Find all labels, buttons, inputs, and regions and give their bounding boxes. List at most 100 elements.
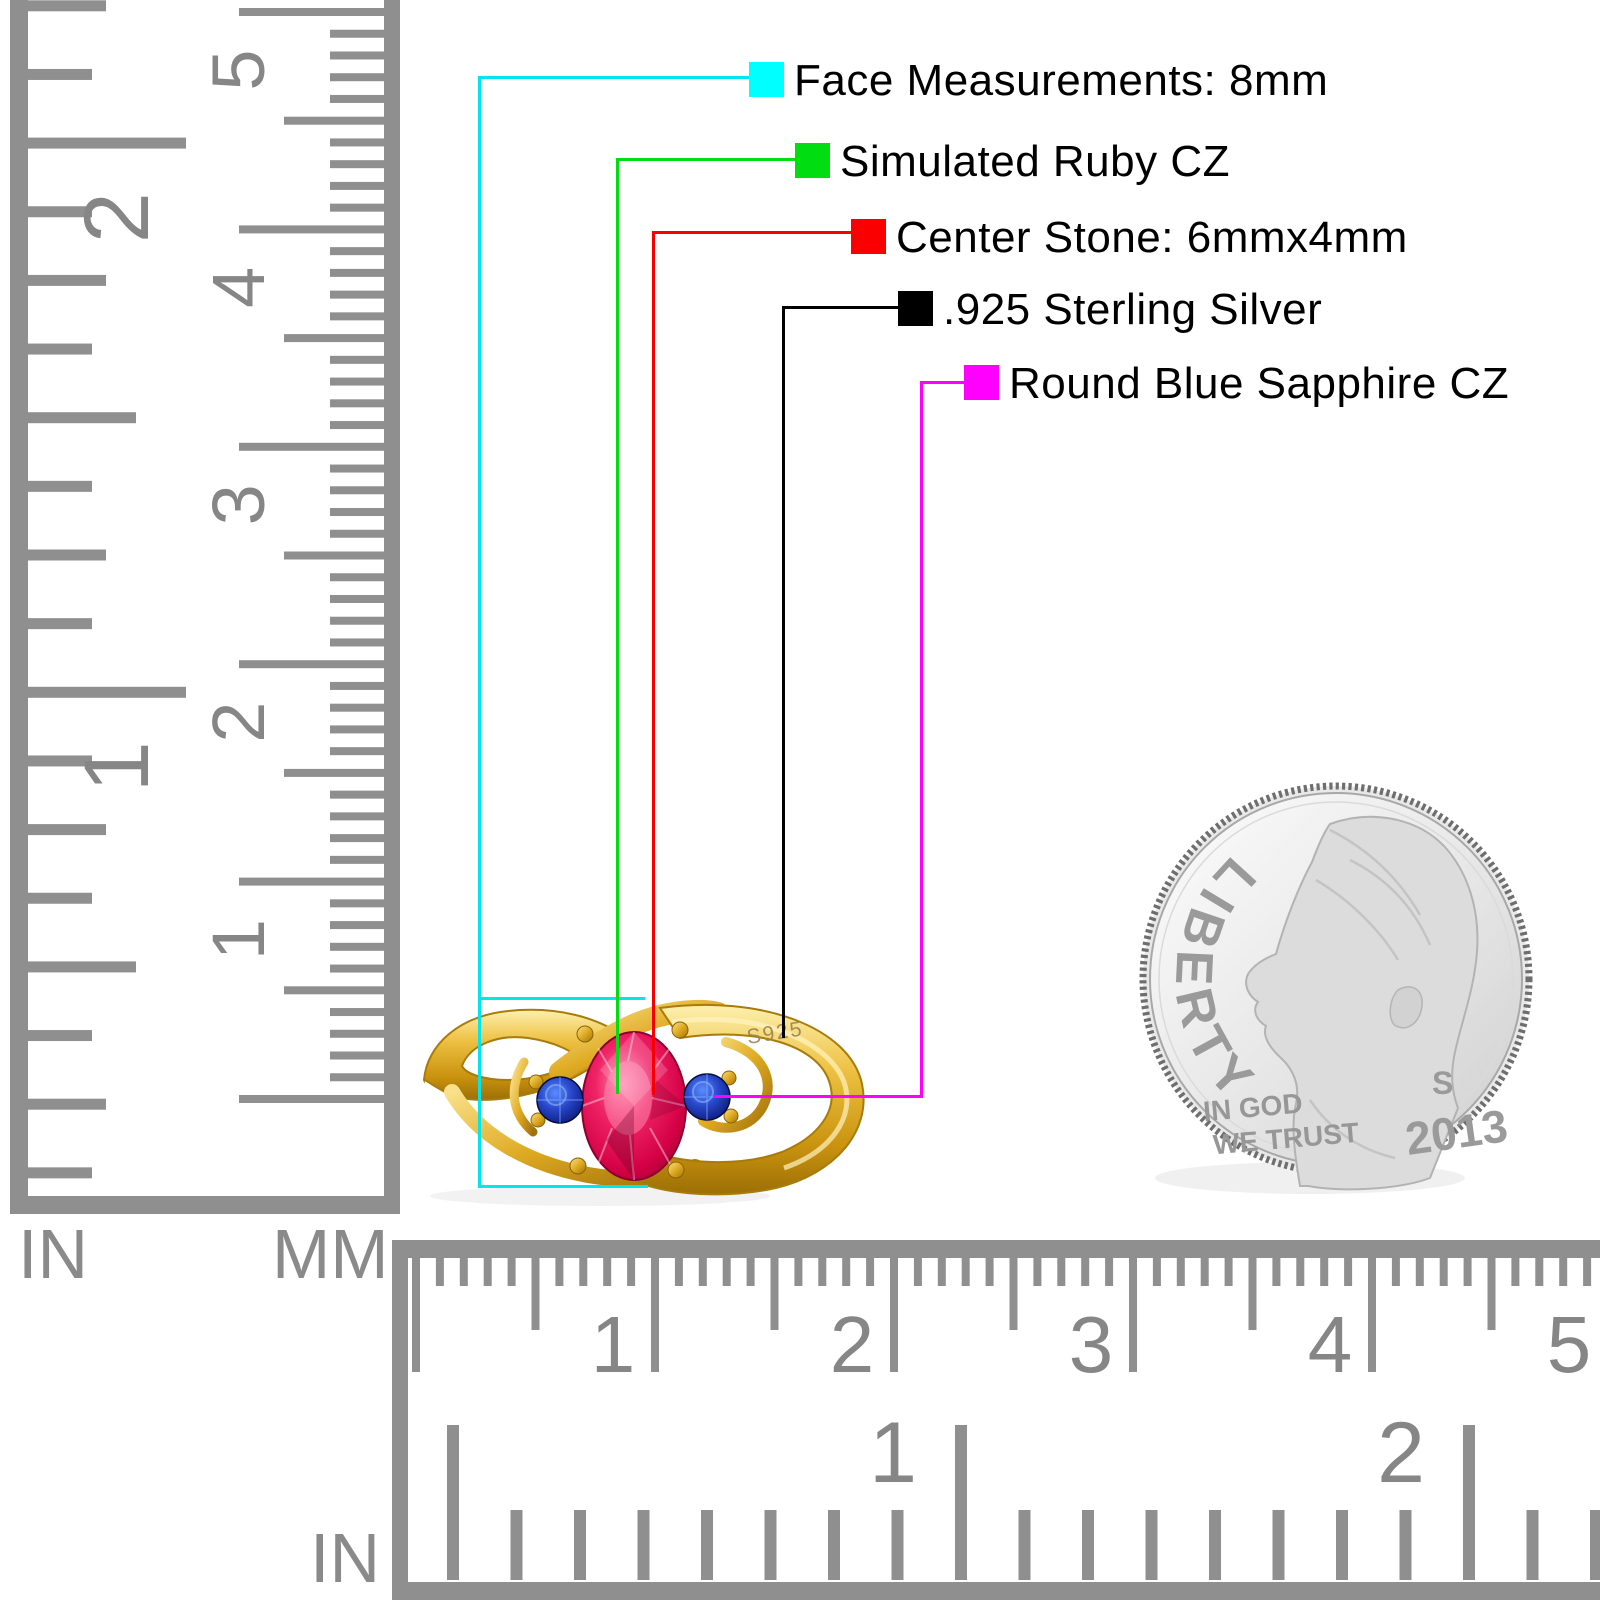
bottom-ruler: 1 2 3 4 5 1 2 IN (310, 1240, 1600, 1600)
ruler-tick (1129, 1258, 1137, 1372)
ruler-tick (330, 747, 384, 756)
ruler-number: 4 (197, 267, 280, 308)
ruler-tick (890, 1258, 898, 1372)
ruler-tick (1145, 1510, 1158, 1580)
ruler-tick (330, 703, 384, 712)
ruler-tick (28, 1098, 106, 1110)
ruler-tick (510, 1510, 523, 1580)
ruler-tick (1415, 1258, 1424, 1286)
ruler-tick (447, 1425, 459, 1580)
ruler-tick (985, 1258, 994, 1286)
ruler-tick (1368, 1258, 1376, 1372)
ruler-tick (842, 1258, 851, 1286)
ruler-tick (28, 961, 136, 973)
ruler-tick (330, 377, 384, 386)
ruler-tick (239, 442, 384, 451)
callout-swatch-cyan (749, 62, 784, 97)
ruler-tick (330, 616, 384, 625)
bottom-ruler-inch-unit: IN (310, 1519, 380, 1597)
ring-curl-left (509, 1057, 538, 1137)
ruler-tick (1033, 1258, 1042, 1286)
bottom-ruler-bottom-edge (392, 1582, 1600, 1600)
ruler-tick (1224, 1258, 1233, 1286)
ruler-tick (764, 1510, 777, 1580)
left-ruler-mm-unit: MM (272, 1215, 389, 1293)
callout-line (782, 306, 785, 1038)
ruler-tick (330, 464, 384, 473)
callout-line (782, 306, 898, 309)
ruler-tick (330, 94, 384, 103)
ruler-tick (412, 1258, 420, 1372)
ruler-tick (1018, 1510, 1031, 1580)
ruler-tick (330, 73, 384, 82)
ruler-tick (531, 1258, 540, 1330)
ruler-tick (330, 681, 384, 690)
ruler-tick (28, 480, 92, 492)
ruler-tick (330, 573, 384, 582)
ruler-tick (284, 768, 384, 777)
ring-prong-beads (528, 1021, 739, 1179)
callout-line (616, 158, 795, 161)
ruler-tick (330, 268, 384, 277)
ruler-tick (1583, 1258, 1592, 1286)
ruler-tick (239, 877, 384, 886)
ruler-tick (698, 1258, 707, 1286)
ruler-tick (239, 660, 384, 669)
ruler-tick (1209, 1510, 1221, 1580)
ruler-tick (330, 290, 384, 299)
ruler-tick (674, 1258, 683, 1286)
ruler-number: 3 (197, 484, 280, 525)
ruler-tick (701, 1510, 713, 1580)
ruler-tick (1009, 1258, 1018, 1330)
ruler-tick (961, 1258, 970, 1286)
callout-line (478, 1185, 648, 1188)
callout-swatch-red (851, 219, 886, 254)
left-ruler-inch-unit: IN (18, 1215, 88, 1293)
ruler-tick (330, 181, 384, 190)
ruler-tick (330, 594, 384, 603)
ruler-tick (507, 1258, 516, 1286)
ruler-tick (284, 116, 384, 125)
ruler-tick (330, 355, 384, 364)
ruler-tick (828, 1510, 840, 1580)
ring-band-highlight (671, 1016, 850, 1171)
ruler-tick (330, 138, 384, 147)
ruler-tick (637, 1510, 650, 1580)
ruler-tick (459, 1258, 468, 1286)
ruler-tick (330, 399, 384, 408)
coin-hair-lines (1308, 828, 1432, 1160)
ruler-tick (1590, 1510, 1600, 1580)
left-ruler-bottom-edge (10, 1196, 400, 1214)
coin-ear (1389, 986, 1423, 1029)
ruler-tick (28, 274, 106, 286)
ring-band-right (635, 1003, 865, 1196)
ruler-tick (1272, 1510, 1285, 1580)
sapphire-left-stone (536, 1076, 584, 1124)
ruler-tick (28, 343, 92, 355)
callout-line (478, 76, 481, 1188)
ruler-tick (1487, 1258, 1496, 1330)
ruler-tick (1463, 1258, 1472, 1286)
ruler-tick (239, 1095, 384, 1103)
ruler-number: 2 (197, 702, 280, 743)
ruler-tick (1081, 1258, 1090, 1286)
ruler-tick (330, 312, 384, 321)
ruler-tick (1272, 1258, 1281, 1286)
ruler-tick (330, 1073, 384, 1082)
ruler-number: 2 (66, 192, 168, 243)
ruler-tick (1336, 1510, 1348, 1580)
ruler-tick (28, 549, 106, 561)
left-ruler-left-edge (10, 0, 28, 1214)
callout-line (478, 76, 749, 79)
ruler-tick (28, 0, 106, 12)
ruler-tick (28, 206, 92, 218)
ruler-tick (330, 29, 384, 38)
ruler-number: 4 (1308, 1300, 1353, 1389)
ruler-tick (330, 899, 384, 908)
ruler-tick (1535, 1258, 1544, 1286)
ruler-tick (1526, 1510, 1539, 1580)
ruler-tick (1511, 1258, 1520, 1286)
callout-line (652, 231, 851, 234)
